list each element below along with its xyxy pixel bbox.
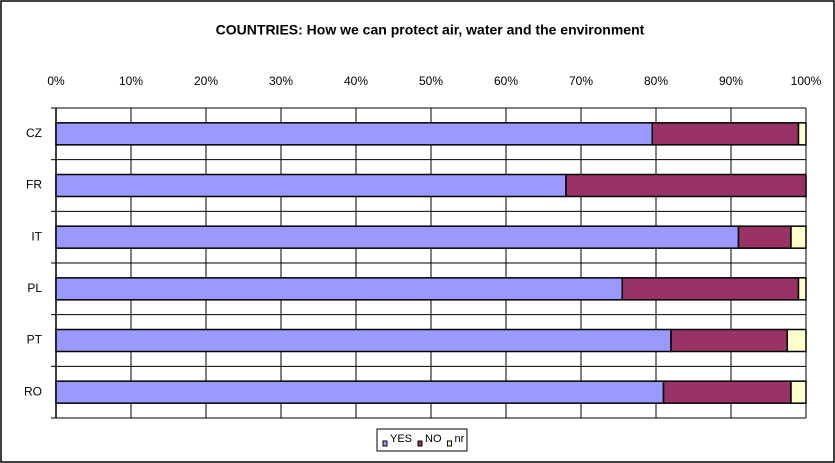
bar-segment	[55, 277, 623, 301]
y-tick-label: IT	[31, 229, 42, 243]
x-tick-label: 50%	[419, 74, 443, 88]
bar-segment	[790, 380, 807, 404]
x-tick-label: 80%	[644, 74, 668, 88]
bar-segment	[55, 380, 665, 404]
x-tick-label: 90%	[719, 74, 743, 88]
legend-box	[376, 428, 468, 452]
bar-segment	[662, 380, 792, 404]
x-tick-label: 20%	[194, 74, 218, 88]
bar-segment	[565, 173, 807, 198]
legend-label: YES	[390, 433, 412, 445]
bar-segment	[797, 122, 807, 146]
y-tick-label: FR	[26, 178, 42, 192]
x-tick-label: 10%	[119, 74, 143, 88]
legend-label: NO	[425, 433, 442, 445]
legend-swatch	[382, 440, 388, 447]
y-tick-label: PL	[27, 281, 42, 295]
bar-segment	[55, 225, 740, 249]
bar-segment	[651, 122, 800, 146]
bar-segment	[621, 277, 800, 301]
y-tick-label: CZ	[26, 126, 42, 140]
bar-segment	[55, 328, 672, 353]
legend-label: nr	[455, 433, 465, 445]
bar-segment	[790, 225, 807, 249]
bar-segment	[55, 173, 567, 198]
legend-swatch	[447, 440, 453, 447]
y-tick-label: RO	[24, 384, 42, 398]
x-tick-label: 0%	[47, 74, 65, 88]
x-tick-label: 100%	[791, 74, 822, 88]
x-tick-label: 40%	[344, 74, 368, 88]
bar-segment	[786, 328, 807, 353]
bar-segment	[737, 225, 792, 249]
x-tick-label: 60%	[494, 74, 518, 88]
chart-title: COUNTRIES: How we can protect air, water…	[216, 22, 645, 38]
bar-segment	[670, 328, 788, 353]
x-tick-label: 30%	[269, 74, 293, 88]
bar-segment	[55, 122, 653, 146]
legend-swatch	[417, 440, 423, 447]
bar-segment	[797, 277, 807, 301]
x-tick-label: 70%	[569, 74, 593, 88]
y-tick-label: PT	[27, 333, 43, 347]
legend: YES NO nr	[376, 428, 468, 452]
